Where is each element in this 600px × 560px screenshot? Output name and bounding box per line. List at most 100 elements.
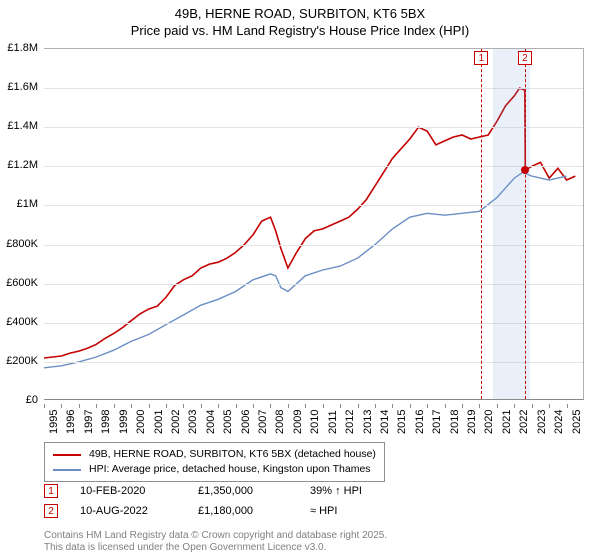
y-tick-label: £200K bbox=[6, 355, 38, 367]
y-tick-label: £600K bbox=[6, 277, 38, 289]
y-tick-label: £1.6M bbox=[7, 81, 38, 93]
y-tick-label: £0 bbox=[26, 394, 38, 406]
footer-line2: This data is licensed under the Open Gov… bbox=[44, 542, 387, 554]
y-tick-label: £1M bbox=[17, 198, 38, 210]
x-tick-label: 2002 bbox=[170, 410, 182, 434]
footer-attribution: Contains HM Land Registry data © Crown c… bbox=[44, 530, 387, 554]
legend: 49B, HERNE ROAD, SURBITON, KT6 5BX (deta… bbox=[44, 442, 385, 482]
x-tick-label: 2015 bbox=[396, 410, 408, 434]
x-tick bbox=[218, 404, 219, 408]
legend-label: 49B, HERNE ROAD, SURBITON, KT6 5BX (deta… bbox=[89, 447, 376, 462]
x-tick-label: 2008 bbox=[274, 410, 286, 434]
x-tick bbox=[114, 404, 115, 408]
x-tick-label: 2000 bbox=[135, 410, 147, 434]
x-tick-label: 2012 bbox=[344, 410, 356, 434]
sale-row-date: 10-FEB-2020 bbox=[80, 485, 198, 497]
legend-swatch bbox=[53, 454, 81, 456]
sale-markers-table: 1 10-FEB-2020£1,350,00039% ↑ HPI 210-AUG-2… bbox=[44, 484, 410, 524]
sale-row-pct: 39% ↑ HPI bbox=[310, 485, 410, 497]
x-tick-label: 2020 bbox=[483, 410, 495, 434]
sale-dot bbox=[521, 166, 529, 174]
sale-row: 210-AUG-2022£1,180,000≈ HPI bbox=[44, 504, 410, 518]
x-tick bbox=[201, 404, 202, 408]
x-tick bbox=[392, 404, 393, 408]
x-tick bbox=[96, 404, 97, 408]
x-tick-label: 2013 bbox=[362, 410, 374, 434]
sale-row-pct: ≈ HPI bbox=[310, 505, 410, 517]
x-tick bbox=[462, 404, 463, 408]
sale-vline bbox=[525, 49, 526, 399]
y-tick-label: £400K bbox=[6, 316, 38, 328]
x-tick bbox=[340, 404, 341, 408]
x-tick bbox=[479, 404, 480, 408]
series-line bbox=[44, 172, 567, 368]
x-tick-label: 1999 bbox=[118, 410, 130, 434]
x-tick bbox=[375, 404, 376, 408]
x-tick-label: 2003 bbox=[187, 410, 199, 434]
x-tick-label: 1997 bbox=[83, 410, 95, 434]
x-tick-label: 2023 bbox=[536, 410, 548, 434]
chart-container: 49B, HERNE ROAD, SURBITON, KT6 5BX Price… bbox=[0, 0, 600, 560]
x-tick bbox=[410, 404, 411, 408]
x-tick bbox=[532, 404, 533, 408]
legend-row: 49B, HERNE ROAD, SURBITON, KT6 5BX (deta… bbox=[53, 447, 376, 462]
x-tick-label: 2009 bbox=[292, 410, 304, 434]
x-tick bbox=[183, 404, 184, 408]
x-tick-label: 2017 bbox=[431, 410, 443, 434]
x-tick bbox=[79, 404, 80, 408]
x-tick bbox=[270, 404, 271, 408]
sale-row: 1 10-FEB-2020£1,350,00039% ↑ HPI bbox=[44, 484, 410, 498]
legend-label: HPI: Average price, detached house, King… bbox=[89, 462, 371, 477]
sale-badge-1: 1 bbox=[474, 51, 488, 65]
x-tick bbox=[61, 404, 62, 408]
x-tick bbox=[166, 404, 167, 408]
x-tick bbox=[427, 404, 428, 408]
legend-swatch bbox=[53, 469, 81, 471]
x-tick bbox=[305, 404, 306, 408]
x-tick bbox=[358, 404, 359, 408]
plot-area: 12 bbox=[44, 48, 584, 400]
sale-badge-2: 2 bbox=[518, 51, 532, 65]
x-tick bbox=[567, 404, 568, 408]
x-tick-label: 1998 bbox=[100, 410, 112, 434]
y-tick-label: £800K bbox=[6, 238, 38, 250]
x-tick bbox=[236, 404, 237, 408]
x-tick-label: 2022 bbox=[518, 410, 530, 434]
x-tick-label: 2006 bbox=[240, 410, 252, 434]
title-address: 49B, HERNE ROAD, SURBITON, KT6 5BX bbox=[0, 6, 600, 21]
x-tick bbox=[44, 404, 45, 408]
x-tick bbox=[149, 404, 150, 408]
x-tick bbox=[514, 404, 515, 408]
x-tick-label: 2016 bbox=[414, 410, 426, 434]
sale-row-badge: 1 bbox=[44, 484, 58, 498]
x-tick-label: 2018 bbox=[449, 410, 461, 434]
x-tick-label: 2024 bbox=[553, 410, 565, 434]
y-axis-labels: £0£200K£400K£600K£800K£1M£1.2M£1.4M£1.6M… bbox=[0, 48, 40, 400]
y-tick-label: £1.2M bbox=[7, 159, 38, 171]
sale-row-price: £1,350,000 bbox=[198, 485, 310, 497]
footer-line1: Contains HM Land Registry data © Crown c… bbox=[44, 530, 387, 542]
sale-vline bbox=[481, 49, 482, 399]
x-axis-labels: 1995199619971998199920002001200220032004… bbox=[44, 404, 584, 440]
x-tick-label: 2019 bbox=[466, 410, 478, 434]
x-tick-label: 2025 bbox=[571, 410, 583, 434]
x-tick bbox=[131, 404, 132, 408]
x-tick bbox=[253, 404, 254, 408]
x-tick bbox=[288, 404, 289, 408]
x-tick bbox=[497, 404, 498, 408]
sale-row-badge: 2 bbox=[44, 504, 58, 518]
legend-row: HPI: Average price, detached house, King… bbox=[53, 462, 376, 477]
x-tick-label: 2011 bbox=[327, 410, 339, 434]
x-tick bbox=[549, 404, 550, 408]
x-tick-label: 2007 bbox=[257, 410, 269, 434]
y-tick-label: £1.4M bbox=[7, 120, 38, 132]
x-tick-label: 2001 bbox=[153, 410, 165, 434]
title-sub: Price paid vs. HM Land Registry's House … bbox=[0, 23, 600, 38]
y-tick-label: £1.8M bbox=[7, 42, 38, 54]
x-tick bbox=[445, 404, 446, 408]
x-tick-label: 1996 bbox=[65, 410, 77, 434]
x-tick-label: 2005 bbox=[222, 410, 234, 434]
x-tick-label: 2010 bbox=[309, 410, 321, 434]
x-tick-label: 2021 bbox=[501, 410, 513, 434]
x-tick-label: 2014 bbox=[379, 410, 391, 434]
